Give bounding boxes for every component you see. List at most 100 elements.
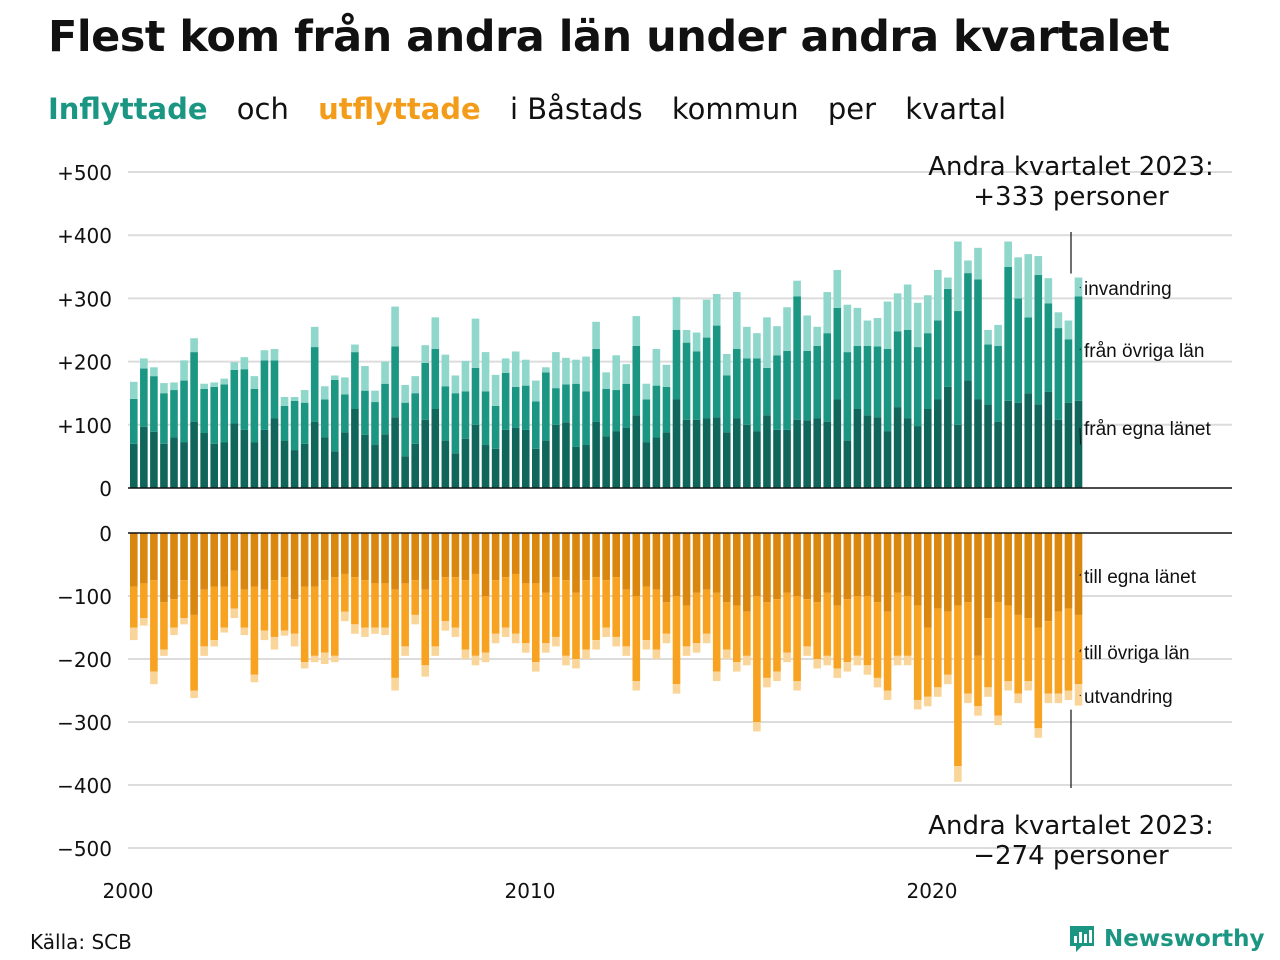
bar-outflow-other-county — [491, 580, 500, 634]
bar-inflow-other-county — [280, 405, 289, 441]
bar-inflow-other-county — [240, 369, 249, 430]
bar-outflow-other-county — [793, 596, 801, 682]
bar-inflow-other-county — [170, 390, 178, 438]
bar-outflow-own-county — [903, 533, 912, 596]
bar-inflow-abroad — [532, 380, 540, 402]
bar-outflow-own-county — [481, 533, 490, 596]
bar-outflow-abroad — [250, 674, 259, 683]
bar-outflow-own-county — [763, 533, 771, 603]
bar-inflow-other-county — [733, 348, 741, 419]
bar-inflow-own-county — [833, 399, 842, 488]
bar-outflow-other-county — [521, 583, 530, 644]
bar-inflow-other-county — [773, 355, 781, 430]
bar-outflow-other-county — [994, 602, 1002, 716]
bar-inflow-own-county — [501, 429, 510, 488]
bar-inflow-other-county — [290, 400, 299, 451]
bar-outflow-other-county — [562, 580, 570, 656]
bar-outflow-other-county — [150, 580, 158, 672]
bar-inflow-own-county — [712, 417, 721, 488]
bar-outflow-abroad — [833, 668, 842, 678]
bar-inflow-abroad — [381, 361, 389, 384]
migration-bar-chart: 0 +100 +200 +300 +400 +500 0 −100 −200 −300 −400 −5… — [57, 152, 1232, 903]
bar-outflow-other-county — [783, 592, 791, 653]
bar-inflow-abroad — [974, 247, 982, 280]
bar-outflow-abroad — [964, 693, 972, 704]
bar-inflow-own-county — [1034, 404, 1043, 488]
bar-outflow-other-county — [431, 580, 440, 647]
bar-outflow-abroad — [813, 659, 821, 669]
bar-outflow-other-county — [180, 580, 188, 619]
bar-inflow-other-county — [331, 379, 339, 452]
bar-outflow-abroad — [1074, 684, 1083, 706]
bar-inflow-own-county — [461, 438, 470, 488]
bar-outflow-own-county — [331, 533, 339, 578]
bar-inflow-own-county — [612, 431, 620, 488]
bar-inflow-other-county — [672, 330, 681, 400]
bar-inflow-other-county — [642, 399, 651, 443]
y-tick-label-bottom: −200 — [57, 648, 112, 672]
bar-outflow-abroad — [873, 677, 882, 688]
bar-inflow-abroad — [562, 357, 570, 385]
bar-outflow-other-county — [773, 599, 781, 672]
bar-inflow-own-county — [431, 409, 440, 488]
bar-outflow-other-county — [1044, 621, 1053, 694]
bar-outflow-abroad — [934, 687, 942, 697]
bar-inflow-other-county — [974, 279, 982, 400]
bar-outflow-own-county — [140, 533, 148, 584]
bar-inflow-other-county — [220, 384, 229, 443]
bar-inflow-abroad — [672, 297, 681, 330]
bar-outflow-own-county — [672, 533, 681, 596]
bar-inflow-abroad — [310, 326, 319, 348]
bar-outflow-other-county — [984, 618, 992, 688]
bar-outflow-own-county — [923, 533, 932, 628]
bar-inflow-own-county — [974, 399, 982, 488]
bar-outflow-abroad — [481, 652, 490, 663]
bar-inflow-own-county — [491, 448, 500, 488]
bar-inflow-own-county — [481, 445, 490, 488]
brand-logo[interactable]: Newsworthy — [1068, 924, 1265, 954]
bar-inflow-other-county — [481, 391, 490, 446]
bar-inflow-abroad — [250, 376, 259, 389]
bar-outflow-abroad — [521, 643, 530, 653]
bar-inflow-own-county — [903, 418, 912, 488]
subtitle-word-kommun: kommun — [671, 92, 799, 126]
bar-inflow-own-county — [220, 442, 229, 488]
bar-inflow-abroad — [632, 316, 641, 346]
bar-outflow-own-county — [592, 533, 600, 578]
bar-inflow-other-county — [1064, 339, 1073, 403]
bar-inflow-own-county — [873, 417, 882, 488]
bar-inflow-own-county — [562, 422, 570, 488]
bar-outflow-own-county — [853, 533, 862, 596]
bar-inflow-other-county — [662, 386, 671, 433]
bar-inflow-own-county — [1004, 400, 1012, 488]
bar-outflow-other-county — [934, 608, 942, 688]
bar-inflow-abroad — [461, 360, 470, 392]
bar-inflow-other-county — [692, 351, 701, 420]
bar-outflow-abroad — [391, 677, 399, 691]
bar-inflow-abroad — [552, 352, 560, 389]
bar-inflow-other-county — [461, 391, 470, 439]
bar-inflow-other-county — [521, 385, 530, 430]
bar-inflow-abroad — [1034, 256, 1043, 276]
bar-inflow-other-county — [954, 311, 962, 425]
bar-inflow-other-county — [612, 390, 620, 432]
bar-outflow-abroad — [461, 649, 470, 659]
bar-outflow-other-county — [532, 583, 540, 663]
bar-inflow-abroad — [501, 358, 510, 373]
bar-outflow-other-county — [702, 589, 711, 634]
bar-inflow-other-county — [532, 401, 540, 449]
bar-outflow-other-county — [552, 577, 560, 637]
bar-outflow-abroad — [984, 687, 992, 697]
bar-outflow-other-county — [391, 589, 399, 678]
bar-outflow-other-county — [1074, 614, 1083, 685]
subtitle-word-per: per — [827, 92, 877, 126]
bar-outflow-other-county — [361, 580, 369, 628]
bar-inflow-other-county — [542, 372, 550, 441]
bar-inflow-abroad — [351, 344, 359, 353]
bar-outflow-own-county — [1004, 533, 1012, 606]
bar-inflow-abroad — [491, 374, 500, 406]
bar-outflow-abroad — [632, 681, 641, 691]
bar-outflow-abroad — [290, 633, 299, 647]
bar-outflow-other-county — [441, 577, 450, 622]
bar-outflow-abroad — [532, 662, 540, 672]
